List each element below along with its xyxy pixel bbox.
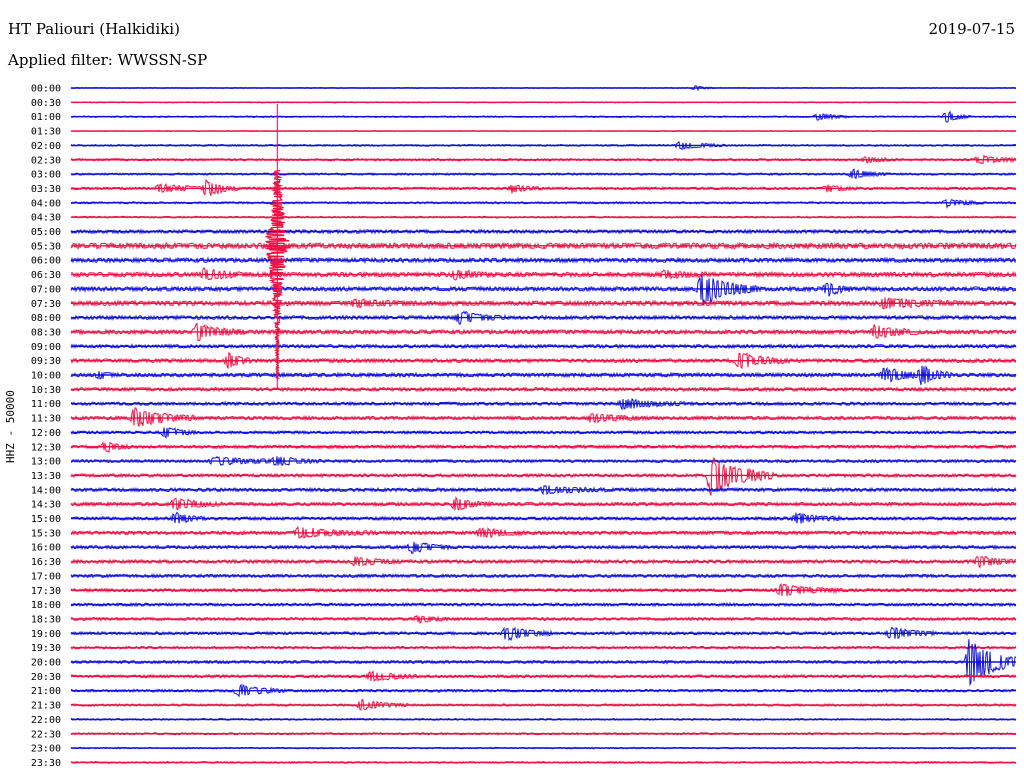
trace-line — [70, 407, 1017, 427]
row-time-label: 15:30 — [31, 528, 61, 539]
filter-label: Applied filter: WWSSN-SP — [8, 51, 208, 69]
row-time-label: 17:00 — [31, 571, 61, 582]
station-title: HT Paliouri (Halkidiki) — [8, 20, 180, 38]
row-time-label: 02:00 — [31, 141, 61, 152]
row-time-label: 10:00 — [31, 371, 61, 382]
large-earthquake-trace — [263, 170, 291, 380]
row-time-label: 05:00 — [31, 227, 61, 238]
row-time-label: 10:30 — [31, 385, 61, 396]
row-time-label: 01:00 — [31, 112, 61, 123]
row-time-label: 19:00 — [31, 629, 61, 640]
row-time-label: 12:30 — [31, 442, 61, 453]
row-time-label: 13:30 — [31, 471, 61, 482]
row-time-label: 07:30 — [31, 299, 61, 310]
row-time-label: 15:00 — [31, 514, 61, 525]
row-time-label: 09:00 — [31, 342, 61, 353]
row-time-label: 06:30 — [31, 270, 61, 281]
row-time-label: 08:00 — [31, 313, 61, 324]
row-time-label: 05:30 — [31, 241, 61, 252]
row-time-label: 16:30 — [31, 557, 61, 568]
row-time-label: 08:30 — [31, 327, 61, 338]
row-time-label: 11:30 — [31, 414, 61, 425]
trace-line — [70, 397, 1017, 411]
row-time-label: 12:00 — [31, 428, 61, 439]
row-time-label: 09:30 — [31, 356, 61, 367]
row-time-label: 03:30 — [31, 184, 61, 195]
row-time-label: 02:30 — [31, 155, 61, 166]
row-time-label: 01:30 — [31, 127, 61, 138]
row-time-label: 06:00 — [31, 256, 61, 267]
row-time-label: 00:00 — [31, 84, 61, 95]
row-time-label: 04:00 — [31, 198, 61, 209]
row-time-label: 04:30 — [31, 213, 61, 224]
row-time-label: 19:30 — [31, 643, 61, 654]
row-time-label: 13:00 — [31, 457, 61, 468]
trace-line — [70, 296, 1017, 310]
row-time-label: 22:30 — [31, 729, 61, 740]
row-time-label: 16:00 — [31, 543, 61, 554]
row-time-label: 00:30 — [31, 98, 61, 109]
row-time-label: 14:00 — [31, 485, 61, 496]
row-time-label: 18:30 — [31, 614, 61, 625]
row-time-label: 22:00 — [31, 715, 61, 726]
row-time-label: 20:00 — [31, 658, 61, 669]
row-time-label: 21:00 — [31, 686, 61, 697]
row-time-label: 21:30 — [31, 701, 61, 712]
date-label: 2019-07-15 — [928, 20, 1015, 38]
trace-line — [70, 457, 1017, 496]
row-time-label: 23:00 — [31, 744, 61, 755]
row-time-label: 03:00 — [31, 170, 61, 181]
trace-line — [70, 683, 1017, 698]
row-time-label: 14:30 — [31, 500, 61, 511]
row-time-label: 23:30 — [31, 758, 61, 769]
row-time-label: 17:30 — [31, 586, 61, 597]
row-time-label: 07:00 — [31, 284, 61, 295]
row-time-label: 11:00 — [31, 399, 61, 410]
row-time-label: 18:00 — [31, 600, 61, 611]
row-time-label: 20:30 — [31, 672, 61, 683]
trace-line — [70, 274, 1017, 306]
